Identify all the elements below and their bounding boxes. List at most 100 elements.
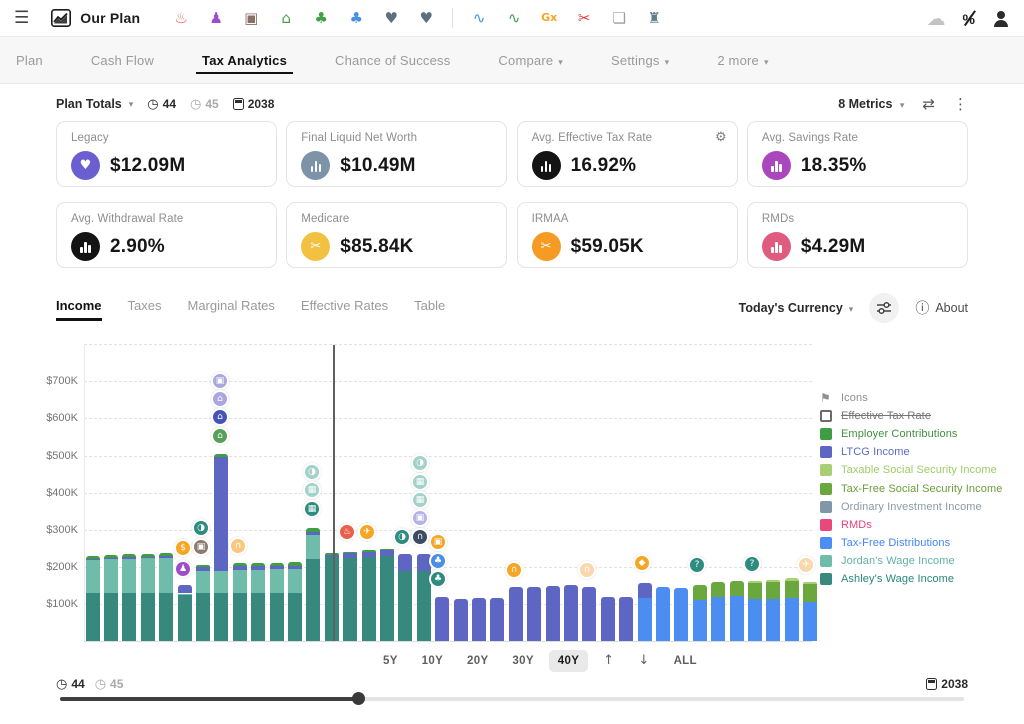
chart-pulse-green-icon[interactable]: ∿ — [503, 7, 525, 29]
bar-32-tfd[interactable] — [656, 587, 670, 641]
percent-off-icon[interactable]: % — [963, 11, 975, 27]
bar-29-ltcg[interactable] — [601, 597, 615, 641]
bar-30-ltcg[interactable] — [619, 597, 633, 641]
employer-building-icon-light[interactable]: ▦ — [411, 491, 429, 509]
bar-9-employer[interactable] — [233, 563, 247, 566]
bar-40-tss[interactable] — [803, 582, 817, 584]
bar-17-ashley[interactable] — [380, 556, 394, 641]
part-time-icon[interactable]: ◑ — [192, 519, 210, 537]
fire-event-icon[interactable]: ♨ — [338, 523, 356, 541]
bar-37-tfd[interactable] — [748, 599, 762, 641]
part-time-icon-light[interactable]: ◑ — [303, 463, 321, 481]
bar-16-employer[interactable] — [362, 550, 376, 551]
app-logo-icon[interactable] — [51, 9, 71, 27]
chart-pulse-blue-icon[interactable]: ∿ — [468, 7, 490, 29]
bar-2-employer[interactable] — [104, 555, 118, 558]
travel-event-icon[interactable]: ✈ — [358, 523, 376, 541]
bar-9-ashley[interactable] — [233, 593, 247, 641]
job-briefcase-icon[interactable]: ▣ — [192, 538, 210, 556]
bar-35-tfss[interactable] — [711, 582, 725, 598]
tax-scissors-icon[interactable]: ✂ — [573, 7, 595, 29]
bar-39-tss[interactable] — [785, 578, 799, 580]
bar-9-jordan[interactable] — [233, 570, 247, 593]
purchase-bag-icon-orange[interactable]: ▣ — [429, 533, 447, 551]
employer-building-icon[interactable]: ▦ — [303, 500, 321, 518]
bar-5-jordan[interactable] — [159, 558, 173, 593]
bar-12-jordan[interactable] — [288, 569, 302, 593]
bar-17-ltcg[interactable] — [380, 550, 394, 556]
bar-28-ltcg[interactable] — [582, 587, 596, 641]
bar-14-employer[interactable] — [325, 553, 339, 555]
purchase-bag-icon-light[interactable]: ▣ — [411, 509, 429, 527]
bar-23-ltcg[interactable] — [490, 598, 504, 641]
travel-event-icon-faded[interactable]: ✈ — [797, 556, 815, 574]
windfall-diamond-icon[interactable]: ◆ — [633, 554, 651, 572]
bar-25-ltcg[interactable] — [527, 587, 541, 641]
bar-38-tfss[interactable] — [766, 582, 780, 599]
bar-6-ltcg[interactable] — [178, 585, 192, 594]
bar-24-ltcg[interactable] — [509, 587, 523, 641]
bar-36-tfd[interactable] — [730, 596, 744, 641]
monitor-message-icon[interactable]: ❏ — [608, 7, 630, 29]
bar-2-ashley[interactable] — [104, 593, 118, 641]
bar-1-ltcg[interactable] — [86, 559, 100, 560]
uncertainty-icon[interactable]: ? — [743, 555, 761, 573]
education-icon-dark[interactable]: ∩ — [411, 528, 429, 546]
bar-11-ltcg[interactable] — [270, 566, 284, 569]
bar-33-tfd[interactable] — [674, 588, 688, 641]
bar-4-ashley[interactable] — [141, 593, 155, 641]
bar-4-jordan[interactable] — [141, 558, 155, 593]
bar-27-ltcg[interactable] — [564, 585, 578, 641]
bar-7-ltcg[interactable] — [196, 567, 210, 571]
bar-14-ltcg[interactable] — [325, 555, 339, 557]
bar-13-jordan[interactable] — [306, 535, 320, 559]
retirement-palm-icon-green[interactable]: ♣ — [429, 570, 447, 588]
home-icon-light[interactable]: ⌂ — [211, 390, 229, 408]
palm-tree-blue-icon[interactable]: ♣ — [345, 7, 367, 29]
home-icon[interactable]: ⌂ — [211, 408, 229, 426]
bar-7-jordan[interactable] — [196, 571, 210, 593]
purchase-bag-icon-light[interactable]: ▣ — [211, 372, 229, 390]
bar-16-ashley[interactable] — [362, 557, 376, 641]
education-icon-light[interactable]: ∩ — [229, 537, 247, 555]
bar-34-tfd[interactable] — [693, 600, 707, 641]
bar-6-ashley[interactable] — [178, 595, 192, 641]
bar-11-employer[interactable] — [270, 563, 284, 566]
fire-icon[interactable]: ♨ — [170, 7, 192, 29]
bar-8-employer[interactable] — [214, 454, 228, 456]
money-event-icon[interactable]: $ — [174, 539, 192, 557]
bar-13-employer[interactable] — [306, 528, 320, 532]
bar-7-employer[interactable] — [196, 565, 210, 567]
bar-31-tfd[interactable] — [638, 598, 652, 641]
bar-3-jordan[interactable] — [122, 559, 136, 593]
bar-1-jordan[interactable] — [86, 560, 100, 593]
bar-40-tfd[interactable] — [803, 602, 817, 641]
bar-39-tfd[interactable] — [785, 598, 799, 641]
palm-tree-green-icon[interactable]: ♣ — [310, 7, 332, 29]
bar-18-ltcg[interactable] — [398, 554, 412, 571]
bar-2-jordan[interactable] — [104, 559, 118, 592]
bar-38-tfd[interactable] — [766, 599, 780, 641]
home-sale-icon[interactable]: ⌂ — [211, 427, 229, 445]
bar-37-tfss[interactable] — [748, 583, 762, 600]
bar-7-ashley[interactable] — [196, 593, 210, 641]
bar-13-ashley[interactable] — [306, 559, 320, 641]
education-icon[interactable]: ∩ — [505, 561, 523, 579]
retirement-palm-icon-blue[interactable]: ♣ — [429, 552, 447, 570]
bar-18-ashley[interactable] — [398, 571, 412, 641]
bar-2-ltcg[interactable] — [104, 558, 118, 559]
bar-39-tfss[interactable] — [785, 581, 799, 599]
bar-12-employer[interactable] — [288, 562, 302, 565]
health-heart-icon[interactable]: ♥ — [380, 7, 402, 29]
bar-13-ltcg[interactable] — [306, 532, 320, 535]
uncertainty-icon[interactable]: ? — [688, 556, 706, 574]
bar-5-employer[interactable] — [159, 553, 173, 556]
bar-16-ltcg[interactable] — [362, 552, 376, 557]
bar-15-ashley[interactable] — [343, 558, 357, 641]
bar-6-jordan[interactable] — [178, 594, 192, 595]
bar-40-tfss[interactable] — [803, 584, 817, 602]
bar-34-tfss[interactable] — [693, 585, 707, 600]
cloud-sync-icon[interactable]: ☁ — [927, 8, 946, 30]
briefcase-icon[interactable]: ▣ — [240, 7, 262, 29]
bar-12-ltcg[interactable] — [288, 566, 302, 569]
